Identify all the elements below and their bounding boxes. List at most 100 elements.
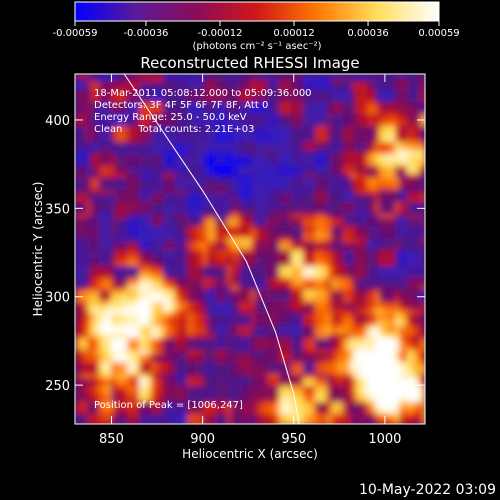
heatmap-cell: [167, 110, 171, 114]
heatmap-cell: [103, 270, 107, 274]
heatmap-cell: [219, 262, 223, 266]
heatmap-cell: [135, 198, 139, 202]
heatmap-cell: [275, 86, 279, 90]
heatmap-cell: [227, 182, 231, 186]
heatmap-cell: [211, 210, 215, 214]
heatmap-cell: [191, 98, 195, 102]
heatmap-cell: [351, 94, 355, 98]
heatmap-cell: [219, 178, 223, 182]
heatmap-cell: [223, 190, 227, 194]
heatmap-cell: [263, 274, 267, 278]
heatmap-cell: [195, 222, 199, 226]
heatmap-cell: [147, 238, 151, 242]
heatmap-cell: [143, 170, 147, 174]
heatmap-cell: [235, 90, 239, 94]
heatmap-cell: [383, 274, 387, 278]
heatmap-cell: [387, 162, 391, 166]
heatmap-cell: [79, 106, 83, 110]
heatmap-cell: [79, 226, 83, 230]
heatmap-cell: [343, 94, 347, 98]
heatmap-cell: [343, 158, 347, 162]
heatmap-cell: [243, 274, 247, 278]
heatmap-cell: [247, 234, 251, 238]
heatmap-cell: [247, 278, 251, 282]
heatmap-cell: [103, 234, 107, 238]
heatmap-cell: [283, 150, 287, 154]
heatmap-cell: [87, 82, 91, 86]
heatmap-cell: [359, 246, 363, 250]
heatmap-cell: [303, 130, 307, 134]
heatmap-cell: [223, 246, 227, 250]
heatmap-cell: [147, 122, 151, 126]
heatmap-cell: [115, 218, 119, 222]
heatmap-cell: [151, 150, 155, 154]
heatmap-cell: [279, 130, 283, 134]
heatmap-cell: [155, 174, 159, 178]
heatmap-cell: [287, 106, 291, 110]
heatmap-cell: [415, 174, 419, 178]
heatmap-cell: [339, 210, 343, 214]
heatmap-cell: [187, 102, 191, 106]
heatmap-cell: [399, 258, 403, 262]
heatmap-cell: [327, 286, 331, 290]
heatmap-cell: [335, 282, 339, 286]
heatmap-cell: [179, 82, 183, 86]
heatmap-cell: [135, 154, 139, 158]
heatmap-cell: [83, 250, 87, 254]
heatmap-cell: [331, 278, 335, 282]
heatmap-cell: [411, 110, 415, 114]
heatmap-cell: [115, 170, 119, 174]
heatmap-cell: [171, 118, 175, 122]
heatmap-cell: [359, 218, 363, 222]
heatmap-cell: [91, 238, 95, 242]
heatmap-cell: [159, 102, 163, 106]
heatmap-cell: [155, 94, 159, 98]
heatmap-cell: [287, 186, 291, 190]
heatmap-cell: [123, 274, 127, 278]
heatmap-cell: [167, 162, 171, 166]
heatmap-cell: [115, 290, 119, 294]
heatmap-cell: [147, 222, 151, 226]
heatmap-cell: [87, 282, 91, 286]
heatmap-cell: [415, 182, 419, 186]
heatmap-cell: [339, 234, 343, 238]
heatmap-cell: [103, 166, 107, 170]
heatmap-cell: [407, 134, 411, 138]
heatmap-cell: [107, 190, 111, 194]
heatmap-cell: [211, 182, 215, 186]
heatmap-cell: [179, 102, 183, 106]
heatmap-cell: [323, 130, 327, 134]
heatmap-cell: [147, 258, 151, 262]
heatmap-cell: [87, 214, 91, 218]
heatmap-cell: [351, 266, 355, 270]
heatmap-cell: [151, 202, 155, 206]
heatmap-cell: [371, 102, 375, 106]
heatmap-cell: [411, 182, 415, 186]
heatmap-cell: [379, 270, 383, 274]
heatmap-cell: [127, 226, 131, 230]
heatmap-cell: [83, 254, 87, 258]
heatmap-cell: [231, 86, 235, 90]
heatmap-cell: [127, 138, 131, 142]
heatmap-cell: [307, 90, 311, 94]
heatmap-cell: [247, 238, 251, 242]
heatmap-cell: [275, 234, 279, 238]
heatmap-cell: [419, 114, 423, 118]
heatmap-cell: [203, 270, 207, 274]
heatmap-cell: [279, 290, 283, 294]
heatmap-cell: [251, 126, 255, 130]
heatmap-cell: [127, 118, 131, 122]
heatmap-cell: [331, 246, 335, 250]
heatmap-cell: [219, 294, 223, 298]
heatmap-cell: [103, 198, 107, 202]
heatmap-cell: [91, 202, 95, 206]
heatmap-cell: [267, 82, 271, 86]
heatmap-cell: [367, 282, 371, 286]
heatmap-cell: [403, 214, 407, 218]
heatmap-cell: [419, 158, 423, 162]
heatmap-cell: [403, 174, 407, 178]
heatmap-cell: [135, 226, 139, 230]
heatmap-cell: [307, 106, 311, 110]
heatmap-cell: [267, 206, 271, 210]
heatmap-cell: [107, 250, 111, 254]
